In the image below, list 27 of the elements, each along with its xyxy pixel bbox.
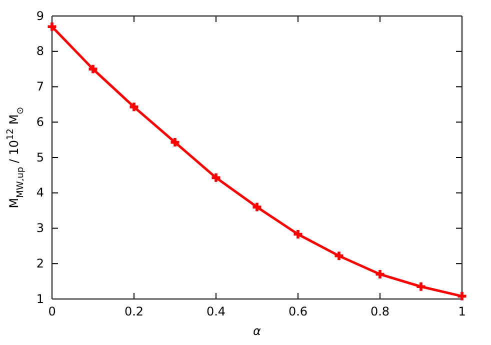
y-tick-label: 6 — [36, 114, 44, 129]
point — [334, 252, 344, 260]
x-tick-label: 0.2 — [124, 304, 144, 319]
x-tick-label: 0.8 — [370, 304, 390, 319]
y-tick-label: 1 — [36, 292, 44, 306]
y-tick-label: 3 — [36, 221, 44, 236]
point — [252, 202, 262, 212]
x-tick-label: 0.6 — [288, 304, 308, 319]
x-tick-label: 0 — [48, 304, 56, 319]
x-tick-label: 1 — [458, 304, 466, 319]
y-tick-label: 7 — [36, 80, 44, 94]
y-tick-label: 8 — [36, 44, 44, 58]
x-axis-title: α — [253, 324, 262, 338]
point — [88, 64, 98, 74]
point — [294, 230, 302, 239]
y-tick-label: 5 — [36, 150, 44, 164]
point — [376, 270, 384, 278]
x-tick-label: 0.4 — [206, 304, 226, 319]
y-tick-label: 9 — [36, 8, 44, 23]
point — [170, 138, 180, 147]
point — [130, 102, 138, 112]
point — [48, 22, 56, 31]
y-tick-label: 2 — [36, 256, 44, 270]
y-tick-label: 4 — [36, 186, 44, 200]
point — [416, 282, 426, 291]
point — [458, 292, 466, 300]
point — [212, 173, 220, 182]
